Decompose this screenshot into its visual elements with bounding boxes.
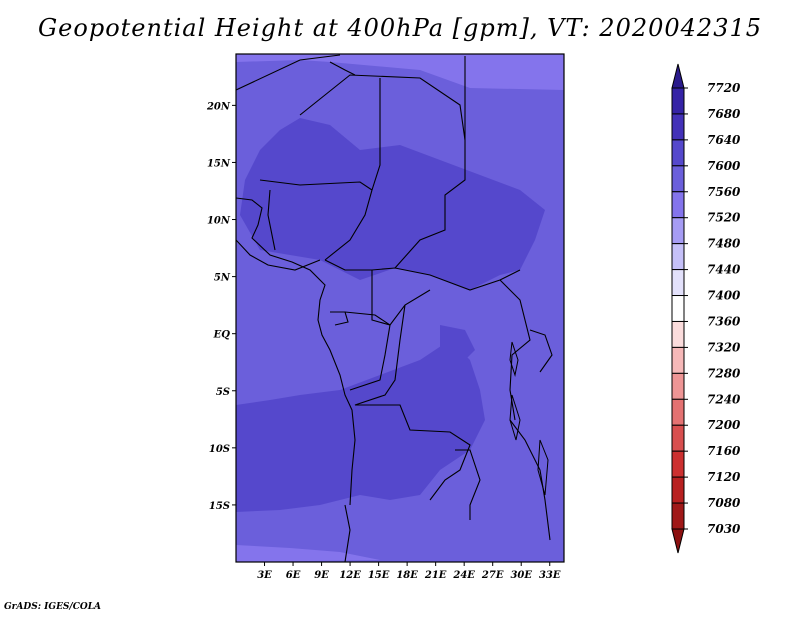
border-line xyxy=(344,311,391,391)
field-patch-congo xyxy=(440,325,475,365)
colorbar-segment xyxy=(671,320,685,348)
lon-tick-label: 15E xyxy=(368,570,390,581)
colorbar-label: 7440 xyxy=(707,263,741,277)
colorbar-label: 7520 xyxy=(707,211,741,225)
lat-tick-label: 20N xyxy=(206,101,231,112)
border-line xyxy=(330,311,349,326)
lon-tick-label: 21E xyxy=(424,570,447,581)
colorbar-segment xyxy=(671,113,685,141)
field-south-lighter xyxy=(236,545,380,562)
map-frame xyxy=(235,53,565,563)
border-line xyxy=(236,54,341,91)
colorbar: 7720 7680 7640 7600 7560 7520 7480 7440 7400 7360… xyxy=(671,63,741,554)
colorbar-segment xyxy=(671,191,685,219)
border-line xyxy=(354,304,471,501)
colorbar-label: 7640 xyxy=(707,133,741,147)
colorbar-label: 7160 xyxy=(707,444,741,458)
colorbar-label: 7360 xyxy=(707,314,741,328)
field-band-south xyxy=(236,340,485,512)
colorbar-segment xyxy=(671,502,685,530)
colorbar-label: 7280 xyxy=(707,366,741,380)
colorbar-segment xyxy=(671,165,685,193)
colorbar-label: 7600 xyxy=(707,159,741,173)
lon-tick-label: 27E xyxy=(481,570,504,581)
border-line xyxy=(259,179,373,261)
border-line xyxy=(509,419,551,541)
lat-tick-label: EQ xyxy=(213,330,231,341)
border-line xyxy=(324,259,521,291)
colorbar-segment xyxy=(671,269,685,297)
colorbar-segment xyxy=(671,398,685,426)
colorbar-label: 7120 xyxy=(707,470,741,484)
colorbar-segment xyxy=(671,476,685,504)
colorbar-label: 7480 xyxy=(707,237,741,251)
colorbar-bottom-arrow xyxy=(671,528,685,554)
colorbar-label: 7560 xyxy=(707,185,741,199)
colorbar-label: 7030 xyxy=(707,522,741,536)
colorbar-segment xyxy=(671,243,685,271)
coastline xyxy=(236,197,356,506)
colorbar-segment xyxy=(671,450,685,478)
lon-tick-label: 30E xyxy=(510,570,532,581)
border-line xyxy=(455,449,481,520)
colorbar-label: 7240 xyxy=(707,392,741,406)
colorbar-segment xyxy=(671,424,685,452)
colorbar-label: 7200 xyxy=(707,418,741,432)
colorbar-top-arrow xyxy=(671,63,685,89)
colorbar-label: 7720 xyxy=(707,81,741,95)
colorbar-label: 7320 xyxy=(707,340,741,354)
geopotential-field xyxy=(236,54,564,562)
lake-outline xyxy=(537,439,549,496)
colorbar-label: 7400 xyxy=(707,289,741,303)
lon-tick-label: 3E xyxy=(257,570,272,581)
border-line xyxy=(499,279,531,421)
field-band-north xyxy=(240,118,545,290)
lake-outline xyxy=(509,394,521,441)
lat-tick-label: 5S xyxy=(216,387,230,398)
lon-tick-label: 12E xyxy=(339,570,361,581)
lon-tick-label: 24E xyxy=(452,570,475,581)
colorbar-segment xyxy=(671,217,685,245)
border-line xyxy=(329,61,356,76)
border-line xyxy=(267,189,276,251)
credit-label: GrADS: IGES/COLA xyxy=(4,602,102,612)
lat-tick-label: 10N xyxy=(207,216,231,227)
lat-tick-label: 15S xyxy=(209,501,230,512)
border-line xyxy=(371,78,381,191)
lat-tick-label: 5N xyxy=(214,273,231,284)
lat-tick-label: 15N xyxy=(207,158,231,169)
lon-tick-label: 33E xyxy=(539,570,561,581)
colorbar-segment xyxy=(671,87,685,115)
border-line xyxy=(529,329,553,373)
border-line xyxy=(344,504,351,562)
map-axes: 3E 6E 9E 12E 15E 18E 21E 24E 27E 30E 33E 20N 15N 10N 5… xyxy=(206,101,561,581)
colorbar-segment xyxy=(671,139,685,167)
border-line xyxy=(394,56,466,269)
field-north-lighter xyxy=(236,54,564,90)
colorbar-segment xyxy=(671,372,685,400)
lon-tick-label: 6E xyxy=(286,570,301,581)
lake-outline xyxy=(509,341,519,377)
country-borders xyxy=(236,54,553,562)
border-line xyxy=(299,74,466,141)
colorbar-segment xyxy=(671,346,685,374)
chart-title: Geopotential Height at 400hPa [gpm], VT:… xyxy=(38,14,762,42)
lon-tick-label: 18E xyxy=(396,570,418,581)
lon-tick-label: 9E xyxy=(314,570,329,581)
colorbar-label: 7680 xyxy=(707,107,741,121)
colorbar-label: 7080 xyxy=(707,496,741,510)
colorbar-segment xyxy=(671,295,685,322)
lat-tick-label: 10S xyxy=(209,444,230,455)
